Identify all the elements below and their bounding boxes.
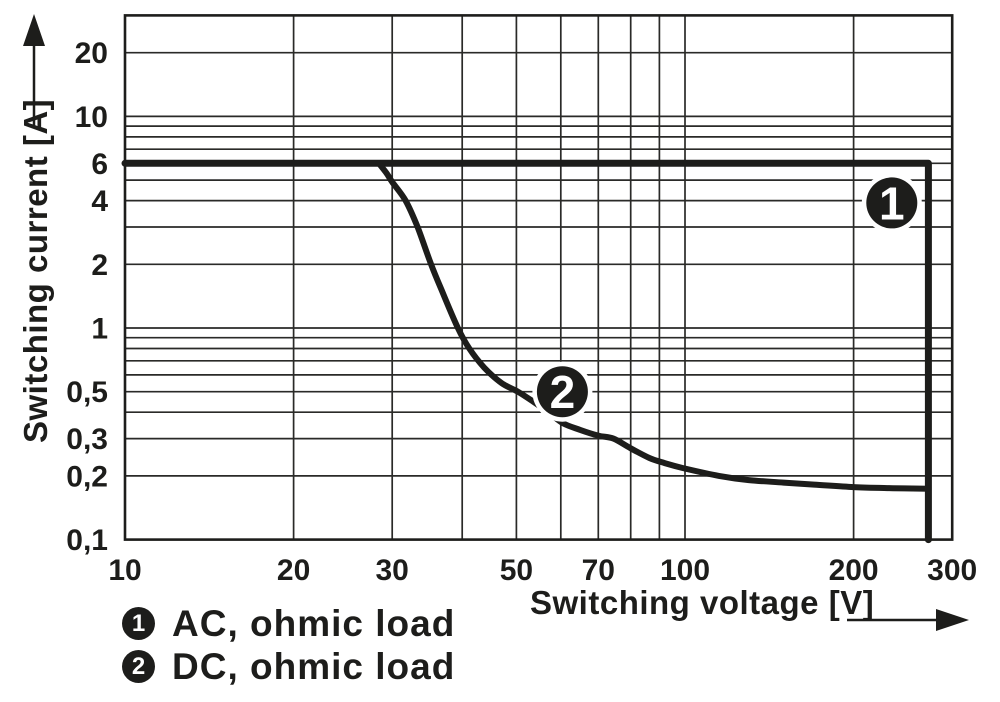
legend-marker-1-icon: 1 — [122, 607, 155, 640]
x-tick-label: 10 — [108, 554, 141, 587]
y-tick-label: 4 — [91, 185, 108, 218]
y-tick-label: 10 — [75, 101, 108, 134]
legend-label-dc: DC, ohmic load — [172, 645, 456, 687]
x-tick-label: 100 — [660, 554, 710, 587]
x-tick-label: 20 — [277, 554, 310, 587]
y-tick-label: 1 — [91, 313, 108, 346]
y-tick-label: 0,5 — [66, 376, 108, 409]
y-tick-label: 20 — [75, 37, 108, 70]
y-tick-label: 6 — [91, 148, 108, 181]
x-tick-labels: 10 20 30 50 70 100 200 300 — [108, 554, 977, 587]
x-tick-label: 30 — [376, 554, 409, 587]
curve-ac — [121, 159, 932, 544]
legend: 1 AC, ohmic load 2 DC, ohmic load — [122, 602, 455, 688]
x-tick-label: 200 — [829, 554, 879, 587]
legend-item-ac: 1 AC, ohmic load — [122, 602, 455, 645]
y-tick-label: 2 — [91, 249, 108, 282]
marker-circle — [536, 366, 588, 418]
legend-marker-2-number: 2 — [131, 652, 146, 680]
curve-marker-1: 1 — [861, 172, 922, 233]
y-tick-labels: 20 10 6 4 2 1 0,5 0,3 0,2 0,1 — [66, 37, 108, 557]
y-axis-arrow-icon — [23, 14, 45, 128]
legend-label-ac: AC, ohmic load — [172, 602, 456, 644]
x-tick-label: 300 — [927, 554, 977, 587]
y-tick-label: 0,2 — [66, 460, 108, 493]
x-tick-label: 50 — [500, 554, 533, 587]
y-axis-title: Switching current [A] — [17, 98, 54, 443]
gridlines — [124, 14, 954, 541]
x-axis-title: Switching voltage [V] — [530, 584, 875, 621]
legend-marker-2-icon: 2 — [122, 650, 155, 683]
legend-item-dc: 2 DC, ohmic load — [122, 645, 455, 688]
y-tick-label: 0,3 — [66, 423, 108, 456]
curve-marker-2: 2 — [532, 361, 593, 422]
legend-marker-1-number: 1 — [131, 609, 146, 637]
marker-number: 2 — [550, 366, 576, 418]
curves — [121, 159, 932, 544]
marker-number: 1 — [879, 177, 905, 229]
x-axis-arrow-icon — [847, 609, 969, 631]
marker-circle — [866, 177, 918, 229]
curve-dc — [375, 160, 932, 492]
x-tick-label: 70 — [582, 554, 615, 587]
y-tick-label: 0,1 — [66, 524, 108, 557]
plot-border — [123, 14, 954, 541]
